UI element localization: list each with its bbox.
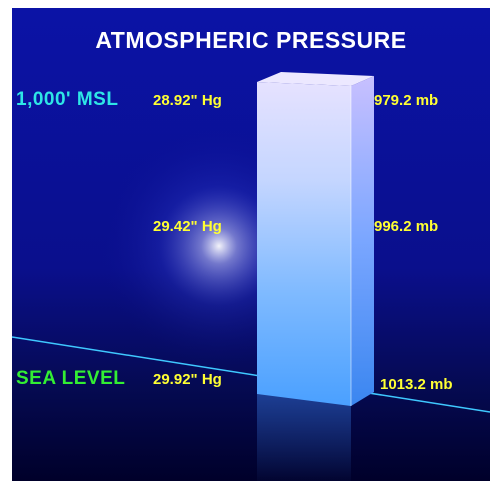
- pressure-mb-sea-level: 1013.2 mb: [380, 376, 453, 393]
- sea-level-line: [12, 336, 490, 413]
- column-reflection: [257, 394, 351, 481]
- diagram-title: ATMOSPHERIC PRESSURE: [95, 27, 407, 53]
- altitude-label-msl: 1,000' MSL: [16, 89, 119, 110]
- column-top-face: [257, 72, 374, 86]
- pressure-mb-1000ft: 979.2 mb: [374, 92, 439, 109]
- column-front-face: [257, 82, 351, 406]
- pressure-hg-mid: 29.42" Hg: [153, 218, 222, 235]
- altitude-label-sea-level: SEA LEVEL: [16, 368, 126, 389]
- pressure-mb-mid: 996.2 mb: [374, 218, 439, 235]
- diagram-artwork: [12, 8, 490, 481]
- column-side-face: [351, 76, 374, 406]
- pressure-hg-sea-level: 29.92" Hg: [153, 371, 222, 388]
- pressure-diagram: ATMOSPHERIC PRESSURE 1,000' MSL SEA LEVE…: [12, 8, 490, 481]
- pressure-hg-1000ft: 28.92" Hg: [153, 92, 222, 109]
